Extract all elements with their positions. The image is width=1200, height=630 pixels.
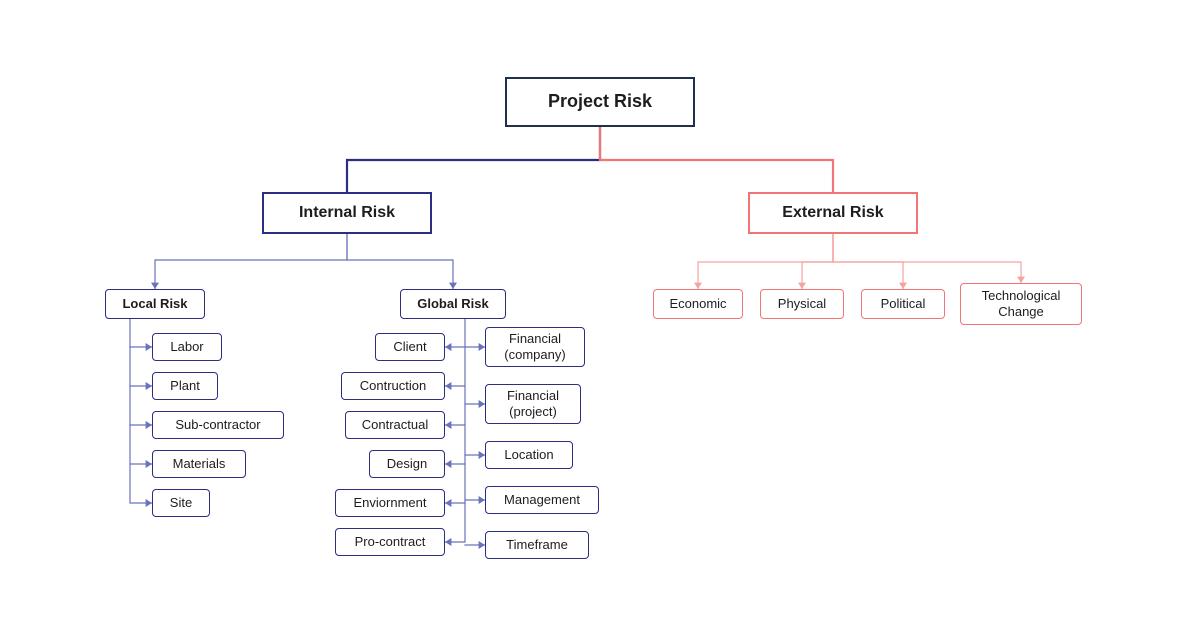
node-root: Project Risk bbox=[505, 77, 695, 127]
node-local: Local Risk bbox=[105, 289, 205, 319]
node-label-fin_co: Financial (company) bbox=[494, 331, 576, 362]
node-client: Client bbox=[375, 333, 445, 361]
node-label-materials: Materials bbox=[173, 456, 226, 472]
node-label-tech: Technological Change bbox=[969, 288, 1073, 319]
node-label-time: Timeframe bbox=[506, 537, 568, 553]
node-label-procon: Pro-contract bbox=[355, 534, 426, 550]
node-fin_co: Financial (company) bbox=[485, 327, 585, 367]
node-economic: Economic bbox=[653, 289, 743, 319]
node-label-mgmt: Management bbox=[504, 492, 580, 508]
node-procon: Pro-contract bbox=[335, 528, 445, 556]
node-mgmt: Management bbox=[485, 486, 599, 514]
node-label-construct: Contruction bbox=[360, 378, 426, 394]
node-label-plant: Plant bbox=[170, 378, 200, 394]
node-design: Design bbox=[369, 450, 445, 478]
node-contract: Contractual bbox=[345, 411, 445, 439]
node-label-global: Global Risk bbox=[417, 296, 489, 312]
node-subcon: Sub-contractor bbox=[152, 411, 284, 439]
node-label-location: Location bbox=[504, 447, 553, 463]
node-tech: Technological Change bbox=[960, 283, 1082, 325]
node-label-economic: Economic bbox=[669, 296, 726, 312]
node-physical: Physical bbox=[760, 289, 844, 319]
node-external: External Risk bbox=[748, 192, 918, 234]
node-location: Location bbox=[485, 441, 573, 469]
node-internal: Internal Risk bbox=[262, 192, 432, 234]
node-label-fin_proj: Financial (project) bbox=[494, 388, 572, 419]
node-label-subcon: Sub-contractor bbox=[175, 417, 260, 433]
node-label-contract: Contractual bbox=[362, 417, 428, 433]
node-materials: Materials bbox=[152, 450, 246, 478]
node-label-internal: Internal Risk bbox=[299, 203, 395, 222]
node-construct: Contruction bbox=[341, 372, 445, 400]
node-label-external: External Risk bbox=[782, 203, 883, 222]
node-env: Enviornment bbox=[335, 489, 445, 517]
node-label-client: Client bbox=[393, 339, 426, 355]
node-plant: Plant bbox=[152, 372, 218, 400]
node-label-local: Local Risk bbox=[122, 296, 187, 312]
node-label-political: Political bbox=[881, 296, 926, 312]
node-label-design: Design bbox=[387, 456, 427, 472]
node-time: Timeframe bbox=[485, 531, 589, 559]
node-labor: Labor bbox=[152, 333, 222, 361]
node-label-root: Project Risk bbox=[548, 91, 652, 113]
node-label-labor: Labor bbox=[170, 339, 203, 355]
node-fin_proj: Financial (project) bbox=[485, 384, 581, 424]
node-site: Site bbox=[152, 489, 210, 517]
node-label-env: Enviornment bbox=[354, 495, 427, 511]
node-global: Global Risk bbox=[400, 289, 506, 319]
node-political: Political bbox=[861, 289, 945, 319]
node-label-physical: Physical bbox=[778, 296, 826, 312]
node-label-site: Site bbox=[170, 495, 192, 511]
